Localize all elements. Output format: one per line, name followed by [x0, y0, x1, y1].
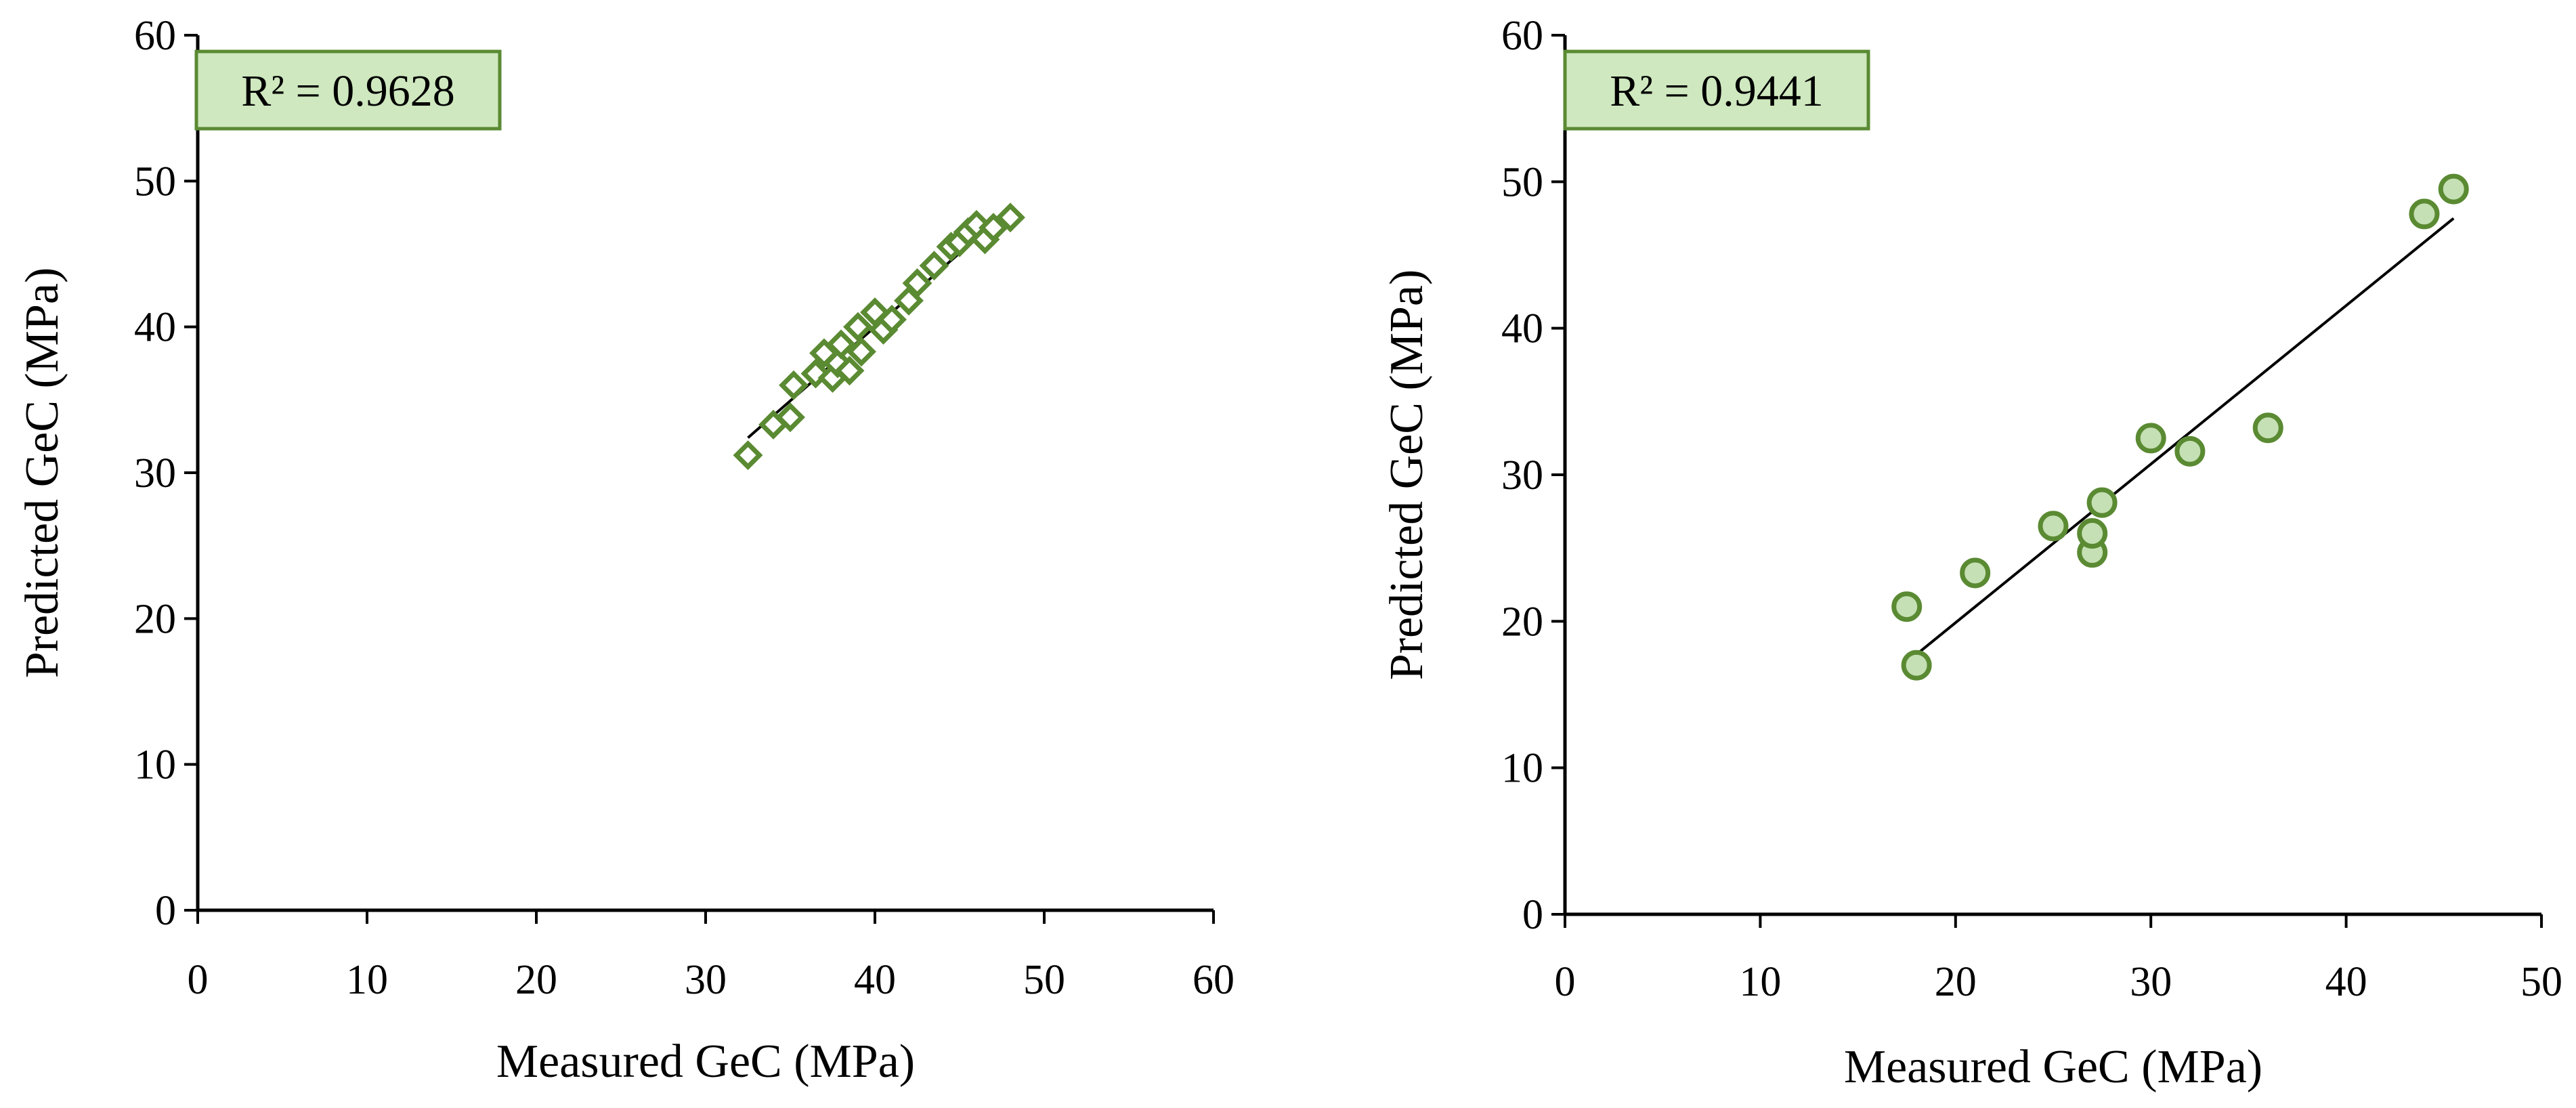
y-tick-label: 10 [1501, 746, 1543, 792]
x-tick-label: 60 [1193, 957, 1235, 1003]
y-axis-title: Predicted GeC (MPa) [1381, 270, 1433, 681]
y-tick-label: 60 [134, 13, 176, 59]
x-tick-label: 0 [1555, 959, 1576, 1005]
x-tick-label: 30 [2130, 959, 2172, 1005]
y-tick-label: 20 [1501, 599, 1543, 645]
x-tick-label: 50 [1023, 957, 1065, 1003]
x-tick-label: 10 [1739, 959, 1781, 1005]
y-tick-label: 10 [134, 742, 176, 788]
data-point-circle [2438, 173, 2469, 205]
data-point-diamond [775, 402, 805, 433]
y-axis-title: Predicted GeC (MPa) [16, 268, 68, 679]
data-point-circle [1891, 591, 1923, 622]
y-tick-label: 50 [1501, 159, 1543, 205]
x-tick-label: 10 [346, 957, 388, 1003]
data-point-circle [2077, 518, 2108, 549]
x-axis-title: Measured GeC (MPa) [496, 1036, 915, 1088]
data-point-circle [2086, 487, 2118, 518]
y-tick-label: 50 [134, 158, 176, 205]
data-point-diamond [902, 268, 932, 299]
y-tick-label: 60 [1501, 13, 1543, 59]
x-tick-label: 40 [854, 957, 896, 1003]
y-tick-label: 40 [134, 305, 176, 351]
y-tick-label: 30 [134, 450, 176, 496]
y-tick-label: 0 [155, 888, 176, 934]
data-point-circle [2409, 198, 2440, 230]
data-point-circle [2135, 423, 2166, 454]
data-point-circle [2174, 435, 2206, 467]
data-point-circle [2038, 511, 2069, 542]
x-tick-label: 20 [515, 957, 557, 1003]
data-point-circle [1960, 557, 1991, 589]
y-tick-label: 30 [1501, 452, 1543, 498]
left-scatter-plot: 0 10 20 30 40 50 60 0 10 20 30 40 50 60 Measured GeC (… [16, 13, 1235, 1088]
data-point-circle [1901, 649, 1932, 681]
x-tick-label: 20 [1935, 959, 1977, 1005]
x-tick-label: 40 [2325, 959, 2367, 1005]
data-point-diamond [877, 304, 907, 335]
y-tick-label: 0 [1522, 892, 1543, 938]
data-point-diamond [995, 203, 1025, 233]
data-point-diamond [979, 213, 1008, 243]
r-squared-label: R² = 0.9441 [1610, 66, 1824, 116]
data-point-diamond [779, 370, 809, 400]
data-point-circle [2252, 412, 2283, 444]
data-point-diamond [919, 251, 949, 281]
data-point-diamond [834, 356, 865, 386]
x-tick-label: 30 [685, 957, 727, 1003]
x-tick-label: 0 [188, 957, 209, 1003]
data-point-diamond [826, 329, 856, 360]
r-squared-box [1563, 49, 1870, 131]
data-point-diamond [733, 440, 763, 471]
r-squared-label: R² = 0.9628 [241, 66, 455, 116]
y-tick-label: 40 [1501, 306, 1543, 352]
y-tick-label: 20 [134, 596, 176, 642]
r-squared-box [194, 49, 502, 131]
right-scatter-plot: 0 10 20 30 40 50 60 0 10 20 30 40 50 Measured GeC (MP… [1381, 13, 2562, 1093]
data-point-diamond [846, 337, 876, 367]
data-point-diamond [843, 312, 873, 342]
x-axis-title: Measured GeC (MPa) [1844, 1041, 2262, 1093]
x-tick-label: 50 [2520, 959, 2562, 1005]
